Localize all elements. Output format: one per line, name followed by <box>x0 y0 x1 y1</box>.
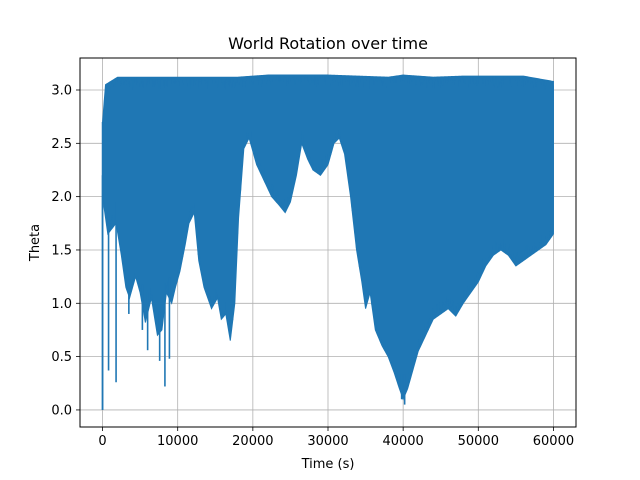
y-axis-ticks: 0.0 0.5 1.0 1.5 2.0 2.5 3.0 <box>51 83 80 418</box>
y-tick-label: 2.0 <box>51 190 72 205</box>
y-axis-label: Theta <box>28 224 43 262</box>
x-tick-label: 40000 <box>382 434 423 449</box>
x-axis-ticks: 0 10000 20000 30000 40000 50000 60000 <box>98 427 574 449</box>
y-tick-label: 3.0 <box>51 83 72 98</box>
x-tick-label: 20000 <box>232 434 273 449</box>
x-tick-label: 30000 <box>307 434 348 449</box>
chart-title: World Rotation over time <box>228 34 428 53</box>
y-tick-label: 0.5 <box>51 350 72 365</box>
y-tick-label: 2.5 <box>51 137 72 152</box>
x-tick-label: 50000 <box>458 434 499 449</box>
series-line <box>102 75 554 396</box>
y-tick-label: 0.0 <box>51 403 72 418</box>
x-tick-label: 0 <box>98 434 106 449</box>
series-layer <box>101 74 554 410</box>
x-axis-label: Time (s) <box>301 457 355 472</box>
y-tick-label: 1.5 <box>51 243 72 258</box>
series-0 <box>101 74 554 410</box>
x-tick-label: 10000 <box>157 434 198 449</box>
y-tick-label: 1.0 <box>51 297 72 312</box>
x-tick-label: 60000 <box>533 434 574 449</box>
